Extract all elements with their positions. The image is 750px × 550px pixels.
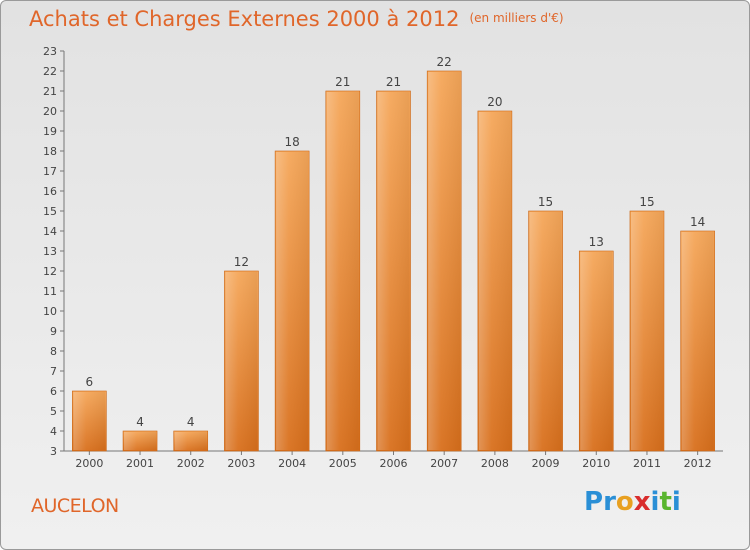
y-tick-label: 6 — [50, 385, 57, 398]
x-tick-label-2008: 2008 — [481, 457, 509, 470]
town-name: AUCELON — [31, 495, 119, 517]
y-tick-label: 9 — [50, 325, 57, 338]
data-label-2001: 4 — [136, 415, 144, 429]
data-label-2000: 6 — [86, 375, 94, 389]
y-tick-label: 15 — [43, 205, 57, 218]
bar-highlight — [174, 432, 207, 450]
bar-chart: 3 4 5 6 7 8 9 10 11 12 13 14 15 16 17 18 19 20 21 22 23 6 200… — [43, 45, 723, 470]
x-tick-label-2011: 2011 — [633, 457, 661, 470]
x-tick-label-2012: 2012 — [684, 457, 712, 470]
y-tick-label: 18 — [43, 145, 57, 158]
bar-highlight — [276, 152, 309, 450]
data-label-2003: 12 — [234, 255, 249, 269]
y-tick-label: 10 — [43, 305, 57, 318]
x-tick-label-2007: 2007 — [430, 457, 458, 470]
x-tick-label-2001: 2001 — [126, 457, 154, 470]
x-tick-label-2002: 2002 — [177, 457, 205, 470]
y-tick-label: 19 — [43, 125, 57, 138]
y-tick-label: 12 — [43, 265, 57, 278]
bar-highlight — [73, 392, 106, 450]
bar-highlight — [580, 252, 613, 450]
proxiti-logo: Proxiti — [584, 487, 681, 517]
y-tick-label: 14 — [43, 225, 57, 238]
y-tick-label: 3 — [50, 445, 57, 458]
y-tick-label: 17 — [43, 165, 57, 178]
x-tick-label-2000: 2000 — [75, 457, 103, 470]
x-tick-label-2004: 2004 — [278, 457, 306, 470]
y-tick-label: 4 — [50, 425, 57, 438]
data-label-2009: 15 — [538, 195, 553, 209]
bar-highlight — [681, 232, 714, 450]
bar-highlight — [124, 432, 157, 450]
logo-letter: r — [603, 487, 616, 517]
bar-highlight — [377, 92, 410, 450]
data-label-2006: 21 — [386, 75, 401, 89]
logo-letter: i — [671, 487, 681, 517]
bar-highlight — [428, 72, 461, 450]
y-tick-label: 21 — [43, 85, 57, 98]
data-label-2007: 22 — [437, 55, 452, 69]
bar-highlight — [225, 272, 258, 450]
y-tick-label: 8 — [50, 345, 57, 358]
data-label-2012: 14 — [690, 215, 705, 229]
y-tick-label: 13 — [43, 245, 57, 258]
chart-title-text: Achats et Charges Externes 2000 à 2012 — [29, 7, 460, 31]
data-label-2004: 18 — [284, 135, 299, 149]
x-tick-label-2003: 2003 — [227, 457, 255, 470]
data-label-2011: 15 — [639, 195, 654, 209]
y-tick-label: 23 — [43, 45, 57, 58]
data-label-2005: 21 — [335, 75, 350, 89]
chart-title: Achats et Charges Externes 2000 à 2012 (e… — [29, 7, 564, 31]
logo-letter: x — [633, 487, 651, 517]
x-tick-label-2009: 2009 — [532, 457, 560, 470]
y-tick-label: 5 — [50, 405, 57, 418]
y-tick-label: 20 — [43, 105, 57, 118]
x-tick-label-2005: 2005 — [329, 457, 357, 470]
y-tick-label: 22 — [43, 65, 57, 78]
bar-highlight — [630, 212, 663, 450]
y-tick-label: 11 — [43, 285, 57, 298]
x-tick-label-2006: 2006 — [380, 457, 408, 470]
bar-highlight — [326, 92, 359, 450]
x-tick-label-2010: 2010 — [582, 457, 610, 470]
data-label-2010: 13 — [589, 235, 604, 249]
bar-highlight — [529, 212, 562, 450]
data-label-2008: 20 — [487, 95, 502, 109]
y-tick-label: 16 — [43, 185, 57, 198]
bar-highlight — [478, 112, 511, 450]
logo-letter: o — [615, 487, 634, 517]
logo-letter: i — [650, 487, 660, 517]
logo-letter: t — [659, 487, 672, 517]
data-label-2002: 4 — [187, 415, 195, 429]
logo-letter: P — [584, 487, 604, 517]
chart-subtitle: (en milliers d'€) — [469, 11, 564, 25]
y-tick-label: 7 — [50, 365, 57, 378]
